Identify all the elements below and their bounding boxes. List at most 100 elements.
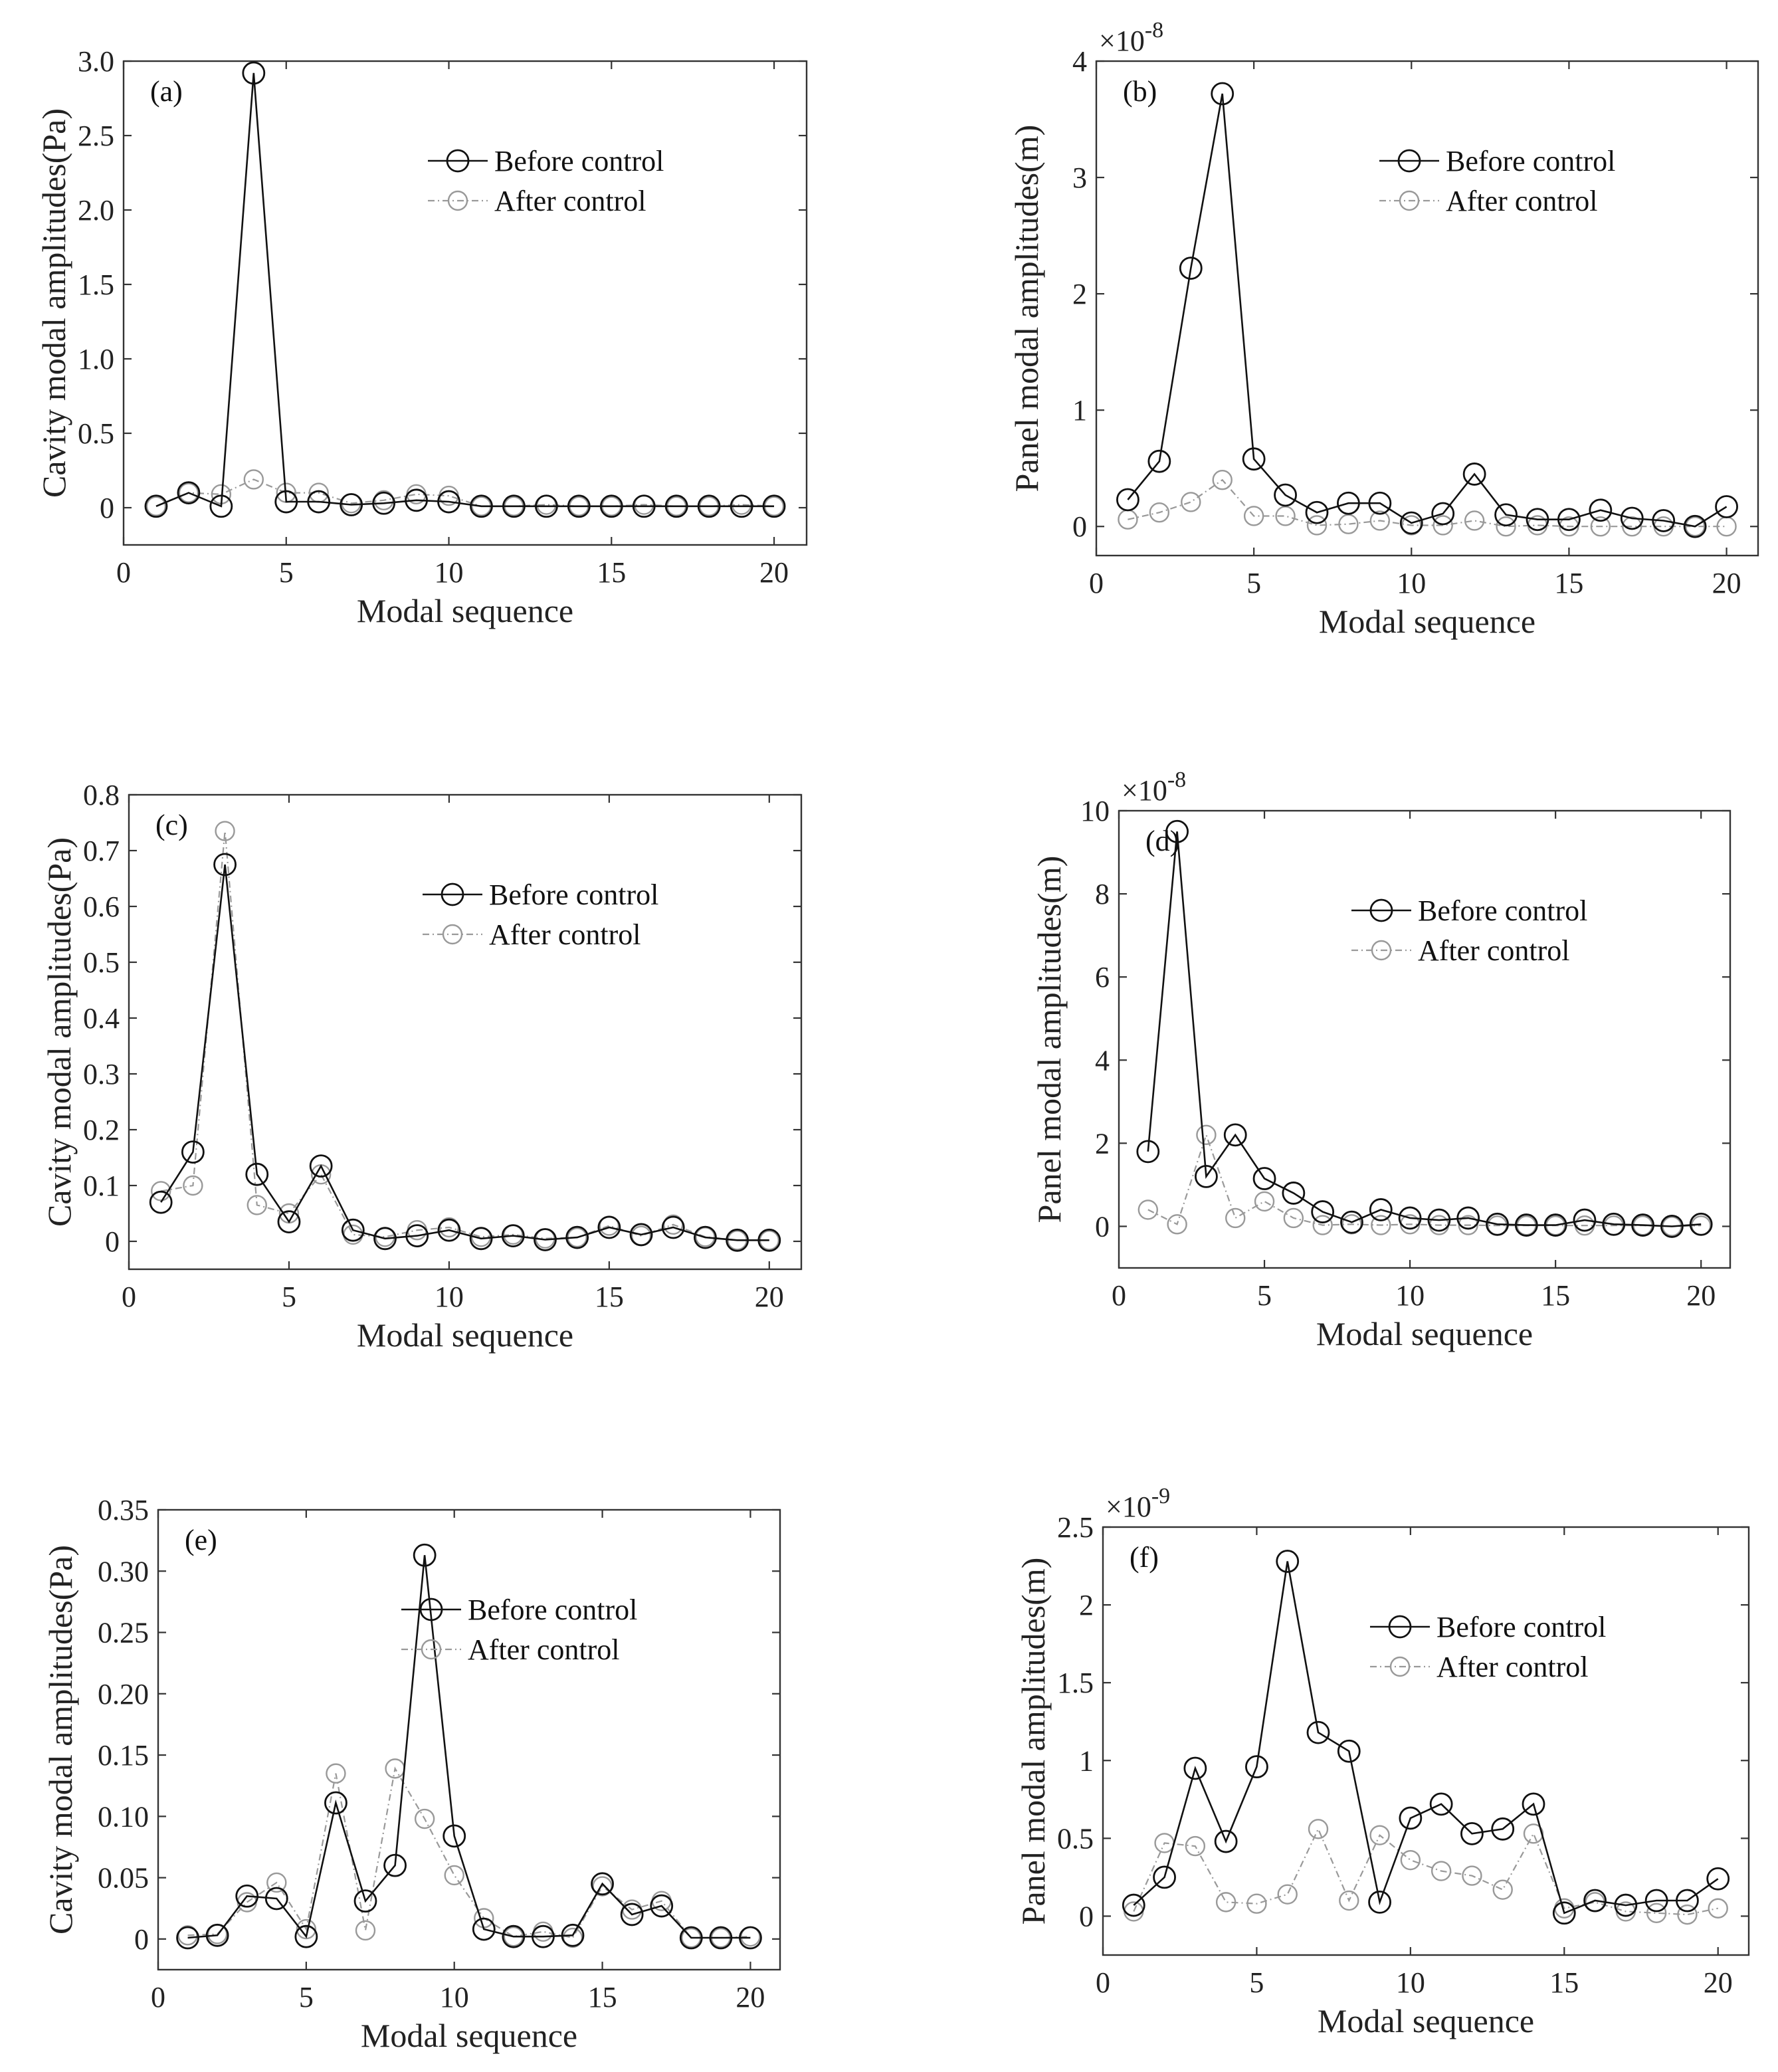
- multiplier-exponent: -8: [1167, 768, 1186, 792]
- data-point-before: [437, 490, 460, 514]
- series-line-after-control: [187, 1766, 751, 1939]
- x-tick-label: 20: [1712, 567, 1741, 599]
- data-point-before: [1660, 1215, 1684, 1238]
- data-point-before: [1486, 1212, 1509, 1236]
- y-axis-label: Panel modal amplitudes(m): [1008, 125, 1045, 492]
- data-point-before: [340, 493, 363, 516]
- y-tick-label: 0.30: [98, 1555, 149, 1588]
- series-line-after-control: [1128, 478, 1727, 528]
- x-tick-label: 10: [1395, 1279, 1425, 1312]
- data-point-before: [730, 494, 753, 518]
- data-point-before: [1252, 1167, 1276, 1190]
- data-point-before: [599, 494, 623, 518]
- chart-panel-1: 0 5 10 15 20 0 0.5 1.0 1.5 2.0 2.5 3.0 Modal sequenc…: [35, 45, 808, 629]
- data-point-before: [469, 1227, 493, 1251]
- multiplier-exponent: -8: [1145, 18, 1163, 43]
- data-point-after: [1246, 1893, 1267, 1914]
- data-point-before: [1340, 1210, 1363, 1234]
- data-point-after: [439, 1217, 460, 1238]
- data-point-before: [176, 1926, 199, 1950]
- data-point-before: [502, 494, 526, 518]
- data-point-before: [1573, 1208, 1597, 1232]
- y-tick-label: 2: [1095, 1127, 1110, 1160]
- data-point-before: [1311, 1200, 1335, 1223]
- y-tick-label: 0: [105, 1225, 120, 1258]
- y-tick-label: 0: [1079, 1900, 1094, 1932]
- data-point-before: [739, 1926, 762, 1950]
- data-point-before: [1368, 491, 1392, 515]
- y-tick-label: 4: [1072, 45, 1087, 78]
- x-axis-label: Modal sequence: [1319, 603, 1535, 640]
- data-point-after: [1306, 515, 1328, 536]
- plot-area: [1118, 809, 1731, 1269]
- data-point-before: [1683, 514, 1707, 538]
- data-point-before: [205, 1923, 229, 1947]
- y-tick-label: 6: [1095, 961, 1110, 993]
- data-point-after: [1283, 1207, 1304, 1229]
- data-point-before: [1242, 447, 1266, 471]
- panel-label: (c): [155, 809, 188, 841]
- data-point-after: [1212, 470, 1233, 490]
- legend-entry: After control: [1436, 1651, 1588, 1683]
- data-point-before: [245, 1162, 269, 1186]
- data-point-after: [1492, 1879, 1513, 1900]
- data-point-before: [1306, 1720, 1330, 1744]
- y-tick-label: 0: [100, 492, 114, 524]
- chart-panel-2: 0 5 10 15 20 0 1 2 3 4 Modal sequence Panel modal a…: [1008, 18, 1759, 640]
- data-point-before: [1276, 1550, 1300, 1573]
- data-point-before: [1706, 1867, 1730, 1891]
- data-point-after: [1369, 510, 1391, 531]
- legend-marker: [419, 1598, 443, 1621]
- data-point-before: [661, 1215, 685, 1239]
- legend-entry: After control: [489, 918, 641, 951]
- x-tick-label: 20: [759, 556, 789, 589]
- y-tick-label: 0.2: [83, 1114, 120, 1146]
- data-point-before: [1620, 506, 1644, 530]
- data-point-before: [405, 1224, 429, 1247]
- data-point-before: [650, 1894, 674, 1918]
- data-point-before: [1195, 1165, 1218, 1188]
- data-point-before: [1153, 1865, 1176, 1889]
- y-tick-label: 0: [134, 1923, 149, 1956]
- data-point-before: [1116, 488, 1139, 512]
- data-point-after: [215, 821, 235, 841]
- x-axis-label: Modal sequence: [361, 2017, 577, 2054]
- x-tick-label: 15: [588, 1981, 617, 2014]
- x-tick-label: 10: [435, 556, 464, 589]
- data-point-before: [1368, 1890, 1391, 1914]
- multiplier-base: ×10: [1106, 1491, 1151, 1523]
- data-point-before: [757, 1228, 781, 1252]
- data-point-after: [1196, 1124, 1217, 1146]
- y-tick-label: 0: [1095, 1210, 1110, 1243]
- plot-area: [1102, 1526, 1750, 1956]
- data-point-after: [1243, 506, 1264, 526]
- data-point-before: [413, 1543, 437, 1567]
- data-point-before: [177, 481, 201, 504]
- axis-multiplier: ×10-8: [1122, 768, 1186, 807]
- x-tick-label: 0: [1096, 1966, 1110, 1999]
- data-point-before: [1165, 819, 1189, 843]
- x-tick-label: 10: [435, 1281, 464, 1313]
- legend: Before control After control: [1370, 1611, 1606, 1683]
- legend-marker: [447, 190, 468, 211]
- data-point-after: [1677, 1904, 1698, 1925]
- y-tick-label: 0.4: [83, 1002, 120, 1035]
- data-point-after: [1137, 1199, 1159, 1220]
- data-point-before: [1429, 1792, 1453, 1816]
- x-axis-label: Modal sequence: [357, 1316, 573, 1354]
- data-point-before: [373, 1227, 397, 1251]
- data-point-before: [472, 1917, 496, 1941]
- data-point-before: [1136, 1140, 1160, 1164]
- y-axis-label: Cavity modal amplitudes(Pa): [42, 1545, 79, 1934]
- y-tick-label: 1: [1079, 1744, 1094, 1777]
- data-point-after: [178, 482, 199, 503]
- data-point-before: [1431, 502, 1455, 526]
- data-point-after: [1708, 1898, 1728, 1918]
- x-tick-label: 15: [595, 1281, 624, 1313]
- series-line-before-control: [1133, 1561, 1719, 1915]
- data-point-before: [1147, 449, 1171, 473]
- y-tick-label: 0.3: [83, 1058, 120, 1090]
- data-point-before: [1543, 1213, 1567, 1237]
- data-point-after: [177, 1925, 198, 1946]
- y-tick-label: 3.0: [78, 45, 114, 78]
